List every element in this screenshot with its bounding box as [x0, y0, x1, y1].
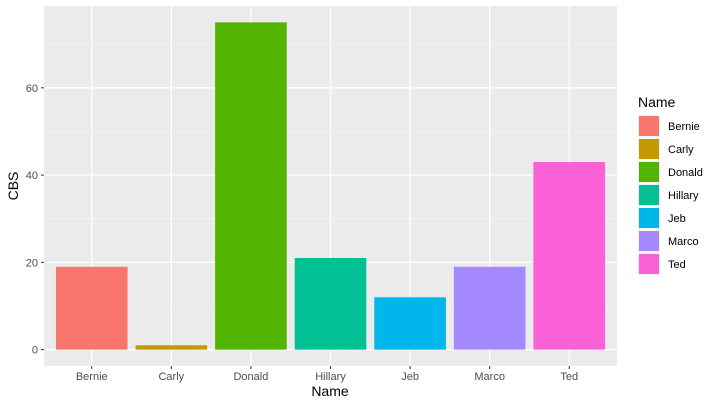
bar-carly	[135, 345, 208, 350]
legend-swatch-marco	[639, 231, 659, 251]
bar-marco	[453, 266, 526, 350]
y-axis: 0 20 40 60	[26, 83, 44, 357]
legend-swatch-ted	[639, 254, 659, 274]
legend-title: Name	[638, 94, 676, 110]
bar-donald	[215, 22, 287, 350]
bar-bernie	[55, 266, 128, 350]
y-axis-title: CBS	[5, 172, 21, 201]
legend-swatch-hillary	[639, 185, 659, 205]
bars	[55, 22, 606, 350]
y-tick-label: 20	[26, 257, 38, 269]
legend-swatch-bernie	[639, 116, 659, 136]
x-tick-label: Ted	[560, 371, 578, 383]
x-tick-label: Bernie	[76, 371, 108, 383]
x-tick-label: Marco	[474, 371, 505, 383]
legend-swatch-jeb	[639, 208, 659, 228]
legend-swatch-carly	[639, 139, 659, 159]
legend: Name Bernie Carly Donald Hillary Jeb Marco Ted	[638, 94, 703, 275]
x-tick-label: Jeb	[401, 371, 419, 383]
x-tick-label: Donald	[233, 371, 268, 383]
y-tick-label: 60	[26, 83, 38, 95]
y-tick-label: 0	[32, 345, 38, 357]
bar-ted	[533, 162, 606, 350]
legend-label-jeb: Jeb	[668, 213, 686, 225]
legend-label-donald: Donald	[668, 167, 703, 179]
legend-swatch-donald	[639, 162, 659, 182]
x-tick-label: Hillary	[315, 371, 346, 383]
x-axis: Bernie Carly Donald Hillary Jeb Marco Ted	[76, 366, 578, 383]
legend-label-hillary: Hillary	[668, 190, 699, 202]
bar-hillary	[294, 258, 367, 350]
legend-label-bernie: Bernie	[668, 121, 700, 133]
legend-label-ted: Ted	[668, 259, 686, 271]
y-tick-label: 40	[26, 170, 38, 182]
x-axis-title: Name	[311, 383, 349, 399]
bar-jeb	[374, 297, 446, 350]
x-tick-label: Carly	[158, 371, 184, 383]
legend-label-carly: Carly	[668, 144, 694, 156]
legend-label-marco: Marco	[668, 236, 699, 248]
